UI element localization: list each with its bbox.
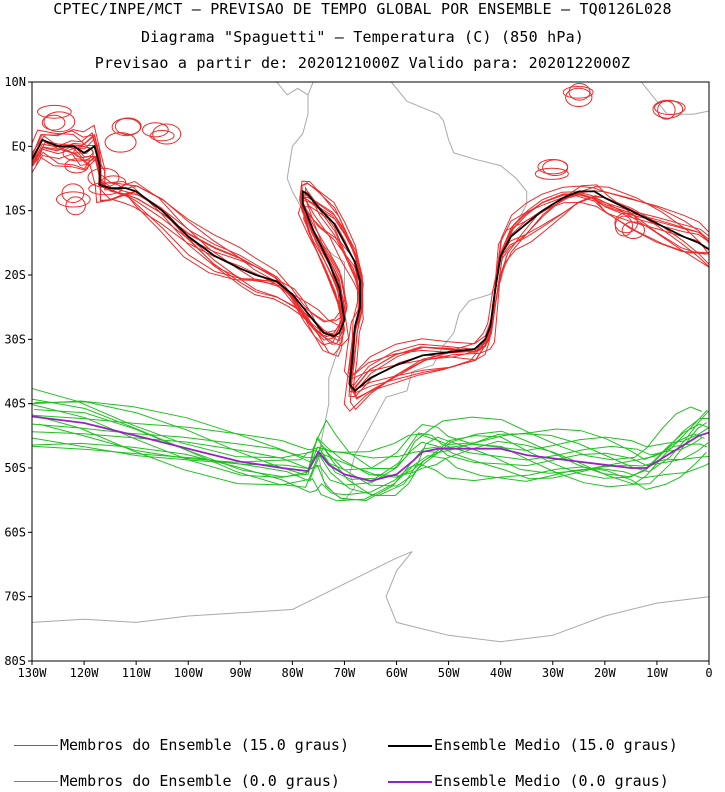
member-15-contour (149, 130, 175, 142)
member-15-line (32, 139, 709, 391)
x-tick-label: 90W (229, 666, 251, 680)
mean-0-line (32, 415, 709, 482)
member-0-line (34, 409, 707, 488)
member-15-line (32, 151, 709, 411)
x-tick-label: 80W (282, 666, 304, 680)
member-15-line (32, 135, 709, 390)
legend-entry-mean-0: Ensemble Medio (0.0 graus) (388, 772, 669, 790)
x-tick-label: 30W (542, 666, 564, 680)
y-tick-label: 10S (4, 204, 26, 218)
x-tick-label: 130W (18, 666, 48, 680)
y-axis: 10N EQ 10S 20S 30S 40S 50S 60S 70S 80S (4, 75, 32, 668)
y-tick-label: 30S (4, 332, 26, 346)
member-15-contour (565, 87, 593, 108)
member-15-contour (43, 111, 76, 133)
legend-label: Ensemble Medio (0.0 graus) (434, 772, 669, 790)
chart-title: CPTEC/INPE/MCT – PREVISAO DE TEMPO GLOBA… (53, 0, 672, 18)
member-15-contour (62, 145, 94, 162)
member-0-line (32, 387, 702, 470)
x-tick-label: 100W (174, 666, 204, 680)
member-0-line (32, 423, 703, 480)
member-15-contour (562, 85, 594, 99)
y-tick-label: 50S (4, 461, 26, 475)
members-0-layer (32, 387, 709, 502)
plot-frame (31, 81, 710, 662)
member-15-contour (652, 99, 684, 119)
antarctica-coastline (32, 551, 709, 643)
member-15-line (32, 134, 709, 388)
members-15-layer (32, 83, 709, 412)
legend-swatch (388, 744, 432, 747)
member-15-contour (657, 100, 676, 120)
x-axis: 130W 120W 110W 100W 90W 80W 70W 60W 50W 40W 30W 20W… (18, 661, 713, 680)
legend-swatch (14, 781, 58, 782)
member-15-contour (37, 104, 72, 119)
member-15-contour (621, 221, 646, 240)
y-tick-label: 80S (4, 654, 26, 668)
south-america-coastline (286, 82, 528, 501)
chart-subtitle: Diagrama "Spaguetti" – Temperatura (C) (… (140, 28, 585, 46)
mean-15-line (32, 138, 709, 393)
member-15-contour (568, 83, 591, 101)
x-tick-label: 110W (122, 666, 152, 680)
member-15-line (32, 124, 709, 375)
member-15-contour (654, 100, 686, 116)
legend-swatch (388, 780, 432, 783)
legend-swatch (14, 745, 58, 746)
member-0-line (32, 431, 709, 486)
member-15-contour (152, 123, 182, 145)
member-15-contour (142, 122, 169, 138)
legend-entry-members-0: Membros do Ensemble (0.0 graus) (14, 772, 340, 790)
x-tick-label: 40W (490, 666, 512, 680)
x-tick-label: 120W (70, 666, 100, 680)
member-15-line (35, 141, 709, 399)
member-15-contour (534, 167, 569, 180)
member-15-contour (111, 118, 141, 137)
legend-label: Membros do Ensemble (0.0 graus) (60, 772, 340, 790)
ensemble-means-layer (32, 138, 709, 482)
member-15-contour (61, 183, 85, 203)
x-tick-label: 20W (594, 666, 616, 680)
x-tick-label: 60W (386, 666, 408, 680)
y-tick-label: 60S (4, 525, 26, 539)
legend-label: Ensemble Medio (15.0 graus) (434, 736, 678, 754)
member-15-contour (114, 117, 142, 136)
member-0-line (32, 400, 708, 463)
member-15-line (32, 135, 707, 400)
member-15-line (32, 129, 709, 380)
chart-validity: Previsao a partir de: 2020121000Z Valido… (94, 54, 631, 72)
coastline-layer (32, 82, 709, 643)
member-15-contour (41, 114, 66, 131)
member-15-line (32, 130, 709, 376)
member-15-contour (55, 191, 91, 208)
member-15-contour (104, 132, 137, 153)
member-0-line (32, 442, 707, 496)
legend-entry-mean-15: Ensemble Medio (15.0 graus) (388, 736, 678, 754)
x-tick-label: 0 (705, 666, 712, 680)
member-15-contour (537, 158, 569, 175)
member-15-contour (614, 212, 639, 234)
x-tick-label: 70W (334, 666, 356, 680)
member-0-line (32, 404, 709, 487)
y-tick-label: 10N (4, 75, 26, 89)
member-15-line (32, 139, 709, 394)
y-tick-label: 20S (4, 268, 26, 282)
member-15-line (32, 154, 709, 412)
member-0-line (32, 414, 705, 497)
legend-entry-members-15: Membros do Ensemble (15.0 graus) (14, 736, 349, 754)
member-15-line (32, 137, 709, 393)
y-tick-label: EQ (12, 139, 26, 153)
member-15-line (32, 143, 708, 398)
x-tick-label: 50W (438, 666, 460, 680)
y-tick-label: 70S (4, 590, 26, 604)
member-15-line (32, 132, 709, 386)
legend-label: Membros do Ensemble (15.0 graus) (60, 736, 349, 754)
central-america-coastline (276, 82, 309, 96)
member-0-line (32, 445, 709, 502)
y-tick-label: 40S (4, 397, 26, 411)
x-tick-label: 10W (646, 666, 668, 680)
member-15-contour (64, 158, 89, 174)
member-0-line (32, 414, 709, 471)
